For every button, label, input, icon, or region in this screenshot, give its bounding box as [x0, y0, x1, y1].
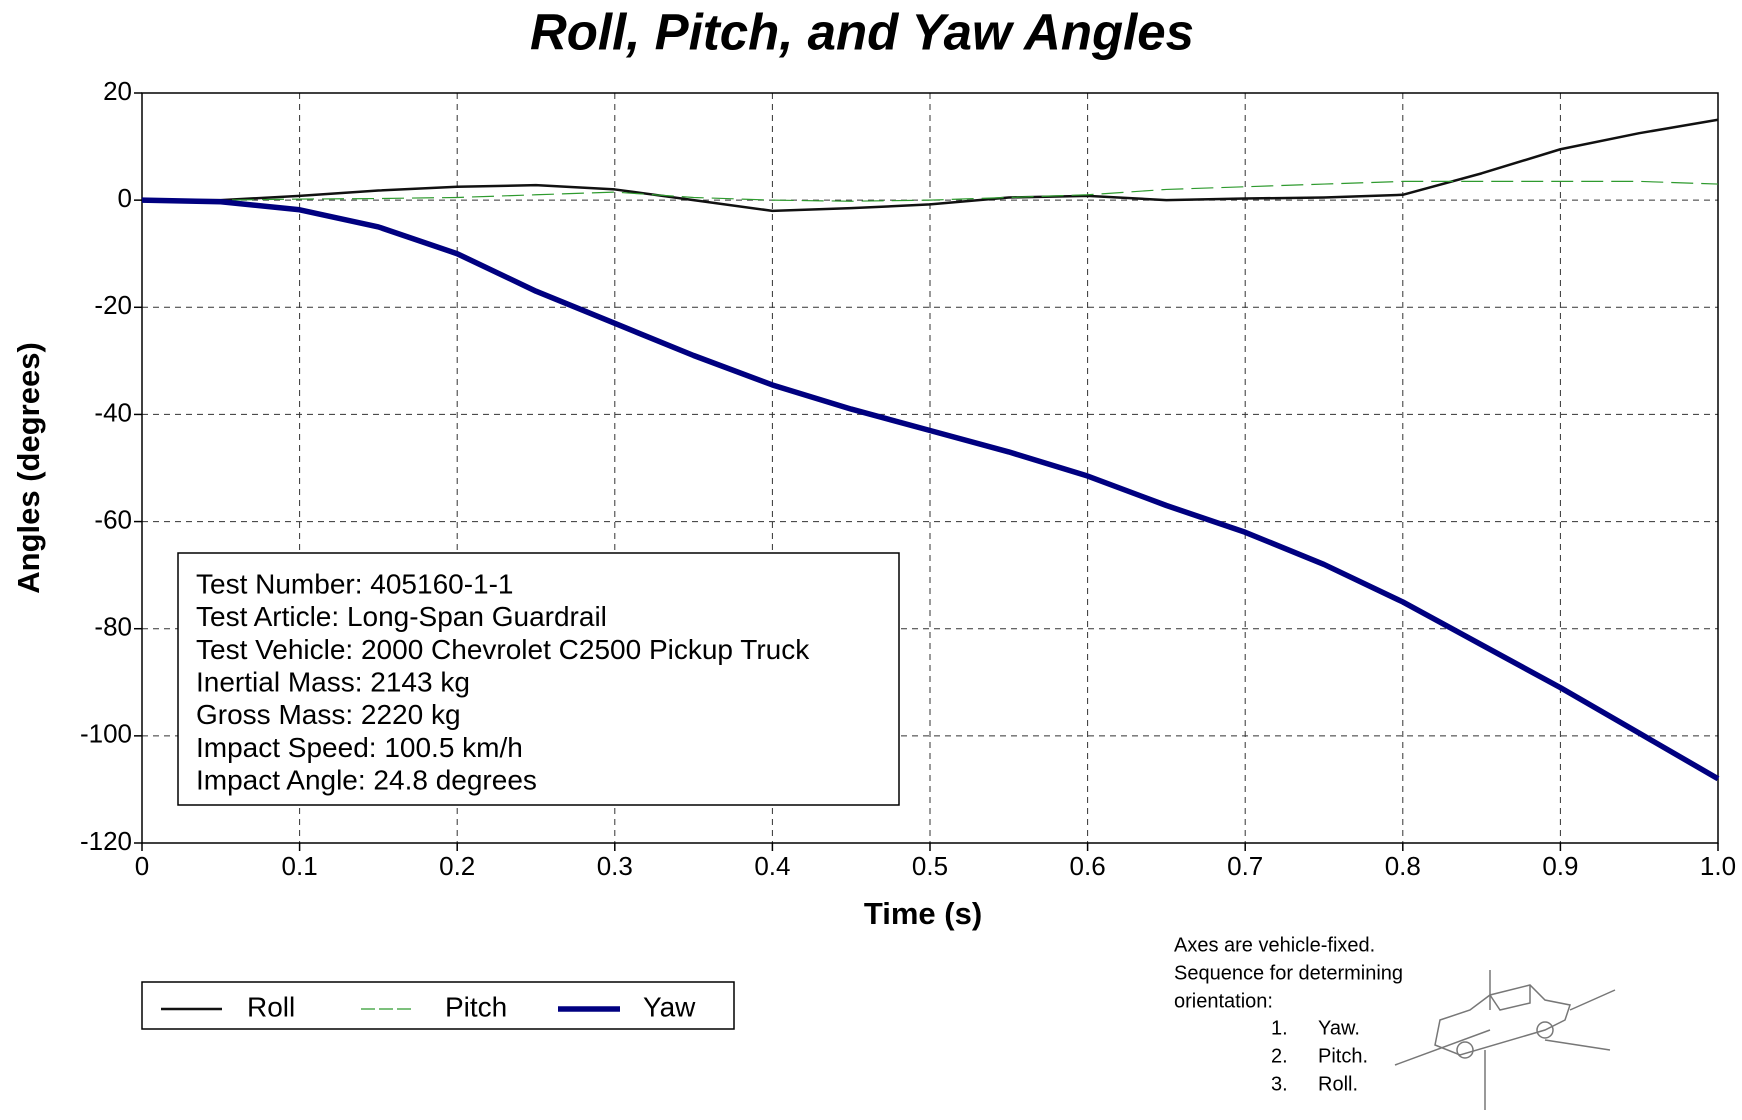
legend-box [141, 981, 735, 1030]
info-box [177, 552, 900, 806]
info-line: Impact Speed: 100.5 km/h [196, 732, 523, 763]
info-line: Test Number: 405160-1-1 [196, 568, 514, 599]
chart-title: Roll, Pitch, and Yaw Angles [530, 3, 1194, 60]
series-line [141, 197, 1720, 782]
plot-frame [141, 92, 1719, 844]
x-tick-label: 0.3 [597, 851, 633, 881]
y-tick-label: -60 [94, 504, 132, 534]
legend-label: Yaw [643, 991, 696, 1022]
y-tick-label: -80 [94, 612, 132, 642]
x-tick-label: 0 [135, 851, 149, 881]
x-tick-label: 0.4 [754, 851, 790, 881]
info-line: Test Vehicle: 2000 Chevrolet C2500 Picku… [196, 634, 810, 665]
y-tick-label: -20 [94, 290, 132, 320]
y-tick-label: 0 [118, 183, 132, 213]
y-axis-label: Angles (degrees) [11, 342, 46, 594]
y-tick-label: -100 [80, 719, 132, 749]
sequence-text: Pitch. [1318, 1045, 1368, 1067]
x-axis-label: Time (s) [864, 896, 982, 931]
info-line: Inertial Mass: 2143 kg [196, 666, 470, 697]
info-line: Test Article: Long-Span Guardrail [196, 601, 607, 632]
y-tick-label: -120 [80, 826, 132, 856]
x-tick-label: 0.7 [1227, 851, 1263, 881]
legend-label: Roll [247, 991, 295, 1022]
x-tick-label: 0.8 [1385, 851, 1421, 881]
x-tick-label: 0.9 [1542, 851, 1578, 881]
y-tick-label: -40 [94, 397, 132, 427]
sequence-number: 2. [1271, 1045, 1288, 1067]
info-line: Impact Angle: 24.8 degrees [196, 765, 537, 796]
x-tick-label: 0.6 [1070, 851, 1106, 881]
sequence-text: Yaw. [1318, 1017, 1360, 1039]
sequence-number: 1. [1271, 1017, 1288, 1039]
note-line: Axes are vehicle-fixed. [1174, 934, 1375, 956]
sequence-text: Roll. [1318, 1073, 1358, 1095]
x-tick-label: 1.0 [1700, 851, 1736, 881]
legend-label: Pitch [445, 991, 507, 1022]
vehicle-axes-diagram [1394, 970, 1616, 1110]
info-line: Gross Mass: 2220 kg [196, 699, 461, 730]
series-line [142, 180, 1719, 202]
x-tick-label: 0.1 [282, 851, 318, 881]
note-line: Sequence for determining [1174, 962, 1403, 984]
x-tick-label: 0.5 [912, 851, 948, 881]
y-tick-label: 20 [103, 76, 132, 106]
series-line [142, 118, 1719, 213]
sequence-number: 3. [1271, 1073, 1288, 1095]
note-line: orientation: [1174, 990, 1273, 1012]
x-tick-label: 0.2 [439, 851, 475, 881]
